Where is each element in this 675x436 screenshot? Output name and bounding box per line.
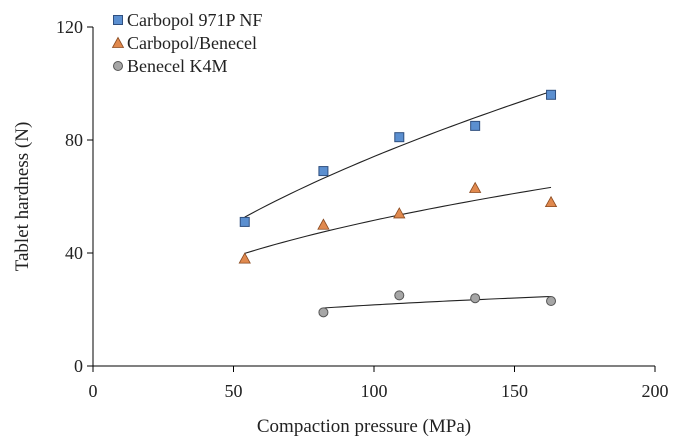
y-tick-label: 40 <box>65 243 83 263</box>
carbopol-benecel-point <box>468 181 482 193</box>
legend: Carbopol 971P NF Carbopol/Benecel Benecel … <box>111 10 262 76</box>
y-tick-label: 120 <box>56 17 83 37</box>
x-tick-label: 200 <box>642 381 669 401</box>
x-tick-label: 150 <box>501 381 528 401</box>
benecel-k4m-point <box>318 307 329 318</box>
legend-marker-benecel-k4m <box>113 61 123 71</box>
carbopol-971p-nf-point <box>546 89 557 100</box>
x-tick-label: 0 <box>89 381 98 401</box>
trendlines <box>244 90 552 309</box>
carbopol-971p-nf-point <box>470 120 481 131</box>
carbopol-benecel-point <box>393 207 406 219</box>
x-tick-label: 50 <box>225 381 243 401</box>
legend-label-carbopol-971p-nf: Carbopol 971P NF <box>127 10 262 30</box>
benecel-k4m-point <box>394 290 405 301</box>
carbopol-971p-nf-point <box>318 166 329 177</box>
legend-marker-carbopol-971p-nf <box>113 15 123 25</box>
carbopol-971p-nf-trendline <box>244 90 552 218</box>
axes: 0 50 100 150 200 0 40 80 120 <box>56 17 669 401</box>
legend-label-benecel-k4m: Benecel K4M <box>127 56 227 76</box>
carbopol-benecel-trendline <box>244 186 552 254</box>
carbopol-benecel-point <box>238 252 251 264</box>
y-tick-label: 0 <box>74 356 83 376</box>
legend-marker-carbopol-benecel <box>111 36 125 48</box>
carbopol-971p-nf-point <box>239 216 250 227</box>
carbopol-971p-nf-point <box>394 132 405 143</box>
y-axis-label: Tablet hardness (N) <box>12 122 33 272</box>
legend-label-carbopol-benecel: Carbopol/Benecel <box>127 33 257 53</box>
data-points <box>238 89 558 318</box>
y-tick-label: 80 <box>65 130 83 150</box>
benecel-k4m-point <box>470 293 481 304</box>
x-axis-label: Compaction pressure (MPa) <box>257 416 471 436</box>
x-tick-label: 100 <box>361 381 388 401</box>
carbopol-benecel-point <box>544 195 558 208</box>
carbopol-benecel-point <box>317 218 330 230</box>
benecel-k4m-point <box>546 296 557 307</box>
benecel-k4m-trendline <box>323 295 552 309</box>
